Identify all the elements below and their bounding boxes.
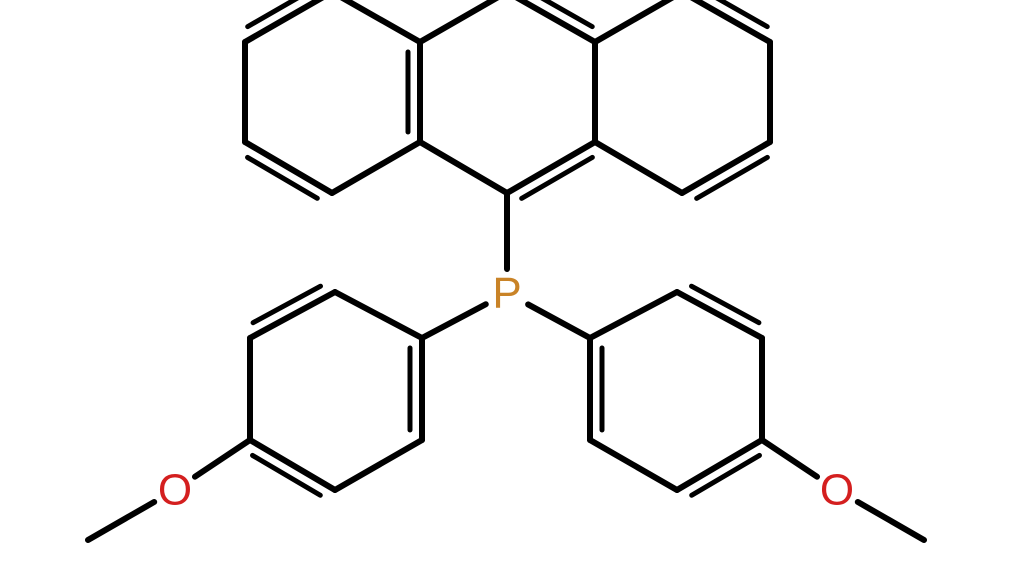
bond: [595, 142, 682, 193]
bond: [332, 142, 420, 193]
bond: [420, 142, 507, 193]
bond: [590, 292, 677, 338]
bond: [335, 440, 422, 490]
bond: [335, 292, 422, 338]
bond: [595, 0, 682, 42]
bond: [677, 440, 762, 490]
bond: [762, 440, 817, 477]
molecule-diagram: PPOOOO: [0, 0, 1033, 561]
bond: [507, 142, 595, 193]
bond: [250, 440, 335, 490]
bond: [422, 304, 486, 338]
p-atom-label: P: [492, 269, 521, 318]
bond: [420, 0, 507, 42]
bond: [195, 440, 250, 477]
bond: [590, 440, 677, 490]
bond: [858, 502, 924, 540]
bond: [528, 304, 590, 338]
bond: [682, 142, 770, 193]
bond: [88, 502, 154, 540]
o-atom-label: O: [820, 466, 854, 515]
o-atom-label: O: [158, 466, 192, 515]
bond: [245, 142, 332, 193]
bond: [332, 0, 420, 42]
